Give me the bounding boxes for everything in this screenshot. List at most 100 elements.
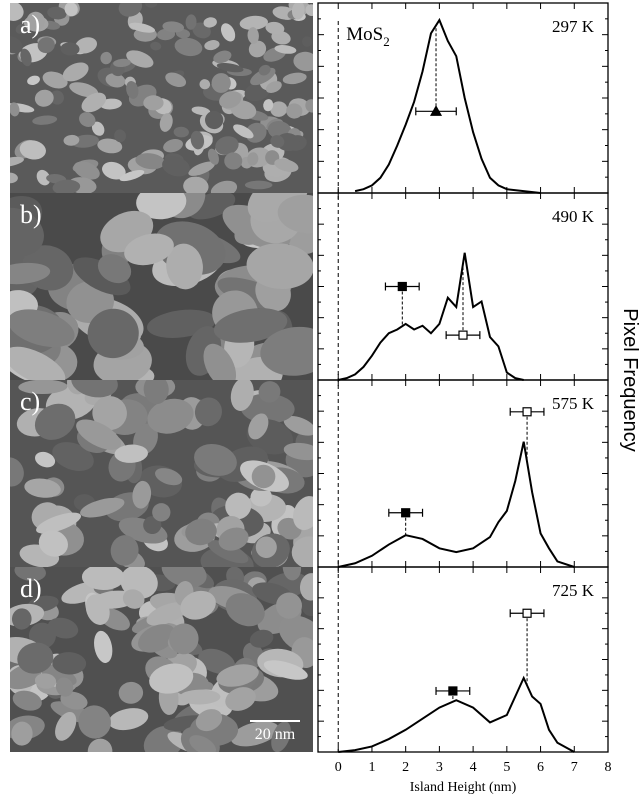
island bbox=[34, 403, 76, 440]
island bbox=[75, 37, 98, 54]
marker bbox=[397, 281, 407, 292]
island bbox=[52, 652, 87, 675]
marker bbox=[522, 407, 532, 417]
island bbox=[79, 112, 96, 127]
histogram-line bbox=[338, 441, 575, 568]
island bbox=[191, 106, 211, 116]
island bbox=[62, 62, 89, 82]
island bbox=[73, 161, 100, 180]
island bbox=[10, 102, 20, 117]
island bbox=[246, 243, 313, 289]
island bbox=[291, 3, 305, 20]
island bbox=[149, 663, 194, 694]
island bbox=[55, 677, 74, 697]
island bbox=[15, 23, 27, 34]
marker bbox=[430, 105, 443, 116]
island bbox=[213, 308, 288, 343]
panel-label: c) bbox=[20, 387, 40, 416]
island bbox=[18, 380, 68, 395]
island bbox=[122, 589, 145, 609]
island bbox=[138, 624, 176, 653]
island bbox=[277, 194, 313, 234]
temperature-label: 297 K bbox=[552, 17, 595, 36]
island bbox=[100, 51, 112, 65]
stm-image bbox=[10, 193, 313, 380]
island bbox=[143, 380, 169, 405]
island bbox=[249, 629, 274, 648]
island bbox=[163, 139, 184, 153]
island bbox=[144, 3, 158, 8]
island bbox=[32, 115, 58, 125]
island bbox=[118, 681, 144, 704]
island bbox=[135, 153, 165, 170]
island bbox=[240, 393, 295, 424]
island bbox=[71, 380, 118, 398]
x-tick-label: 7 bbox=[571, 760, 578, 775]
island bbox=[113, 58, 131, 68]
scale-bar-label: 20 nm bbox=[255, 726, 296, 743]
island bbox=[159, 113, 173, 132]
island bbox=[239, 15, 268, 30]
x-tick-label: 2 bbox=[402, 760, 409, 775]
island bbox=[194, 397, 222, 427]
island bbox=[36, 169, 51, 186]
island bbox=[81, 92, 107, 113]
island bbox=[105, 73, 126, 88]
island bbox=[220, 23, 236, 42]
temperature-label: 490 K bbox=[552, 207, 595, 226]
island bbox=[78, 705, 111, 739]
annotation: MoS2 bbox=[346, 24, 389, 49]
island bbox=[282, 72, 307, 85]
island bbox=[50, 90, 64, 105]
island bbox=[14, 567, 46, 582]
island bbox=[244, 180, 273, 190]
island bbox=[282, 567, 302, 581]
island bbox=[10, 207, 44, 257]
island bbox=[283, 416, 313, 436]
island bbox=[11, 721, 33, 746]
island bbox=[55, 711, 77, 741]
annotation-subscript: 2 bbox=[383, 34, 390, 49]
island bbox=[38, 530, 68, 557]
island bbox=[114, 129, 126, 143]
island bbox=[34, 673, 57, 689]
island bbox=[265, 81, 282, 93]
island bbox=[102, 161, 126, 180]
island bbox=[110, 535, 139, 566]
island bbox=[35, 451, 56, 468]
island bbox=[173, 126, 189, 138]
island bbox=[143, 516, 162, 535]
histogram-line bbox=[338, 675, 575, 753]
island bbox=[60, 42, 80, 56]
island bbox=[215, 136, 239, 155]
island bbox=[247, 152, 259, 166]
island bbox=[42, 71, 68, 89]
island bbox=[270, 135, 285, 148]
island bbox=[216, 664, 259, 687]
island bbox=[34, 89, 54, 107]
island bbox=[87, 308, 139, 359]
island bbox=[218, 527, 249, 551]
island bbox=[225, 593, 265, 627]
island bbox=[283, 442, 313, 461]
island bbox=[216, 62, 244, 73]
stm-image bbox=[10, 380, 313, 567]
marker bbox=[458, 330, 468, 340]
island bbox=[299, 573, 313, 601]
marker bbox=[401, 508, 411, 518]
island bbox=[305, 99, 313, 113]
island bbox=[224, 152, 243, 170]
island bbox=[87, 738, 113, 752]
island bbox=[17, 642, 54, 674]
x-tick-label: 1 bbox=[368, 760, 375, 775]
island bbox=[114, 444, 148, 463]
island bbox=[166, 243, 203, 290]
island bbox=[47, 6, 67, 20]
y-axis-label: Pixel Frequency bbox=[619, 308, 639, 451]
island bbox=[73, 257, 131, 296]
island bbox=[52, 442, 94, 471]
island bbox=[162, 21, 185, 33]
island bbox=[265, 21, 285, 35]
x-tick-label: 6 bbox=[537, 760, 544, 775]
island bbox=[219, 91, 242, 109]
